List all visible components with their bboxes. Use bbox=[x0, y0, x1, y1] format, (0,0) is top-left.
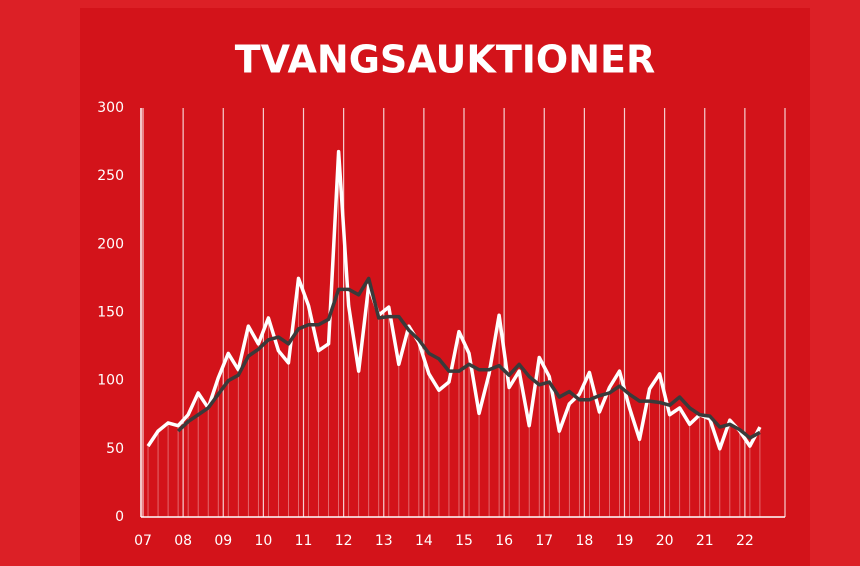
y-tick-label: 250 bbox=[97, 168, 124, 184]
y-tick-label: 150 bbox=[97, 305, 124, 321]
y-tick-label: 300 bbox=[97, 100, 124, 116]
x-tick-label: 11 bbox=[295, 533, 313, 549]
x-tick-label: 12 bbox=[335, 533, 353, 549]
x-tick-label: 22 bbox=[736, 533, 754, 549]
x-tick-label: 14 bbox=[415, 533, 433, 549]
x-tick-label: 17 bbox=[535, 533, 553, 549]
y-tick-label: 100 bbox=[97, 373, 124, 389]
chart-title: TVANGSAUKTIONER bbox=[235, 38, 655, 82]
x-tick-label: 16 bbox=[495, 533, 513, 549]
series-line bbox=[176, 276, 761, 440]
x-tick-label: 18 bbox=[575, 533, 593, 549]
y-tick-label: 200 bbox=[97, 236, 124, 252]
x-tick-label: 19 bbox=[616, 533, 634, 549]
x-tick-label: 15 bbox=[455, 533, 473, 549]
x-tick-label: 10 bbox=[254, 533, 272, 549]
series-line bbox=[146, 149, 762, 451]
x-tick-label: 21 bbox=[696, 533, 714, 549]
x-tick-label: 07 bbox=[134, 533, 152, 549]
x-tick-label: 09 bbox=[214, 533, 232, 549]
panel bbox=[80, 8, 810, 566]
y-tick-label: 0 bbox=[115, 509, 124, 525]
x-tick-label: 20 bbox=[656, 533, 674, 549]
y-tick-label: 50 bbox=[106, 441, 124, 457]
x-tick-label: 08 bbox=[174, 533, 192, 549]
x-tick-label: 13 bbox=[375, 533, 393, 549]
